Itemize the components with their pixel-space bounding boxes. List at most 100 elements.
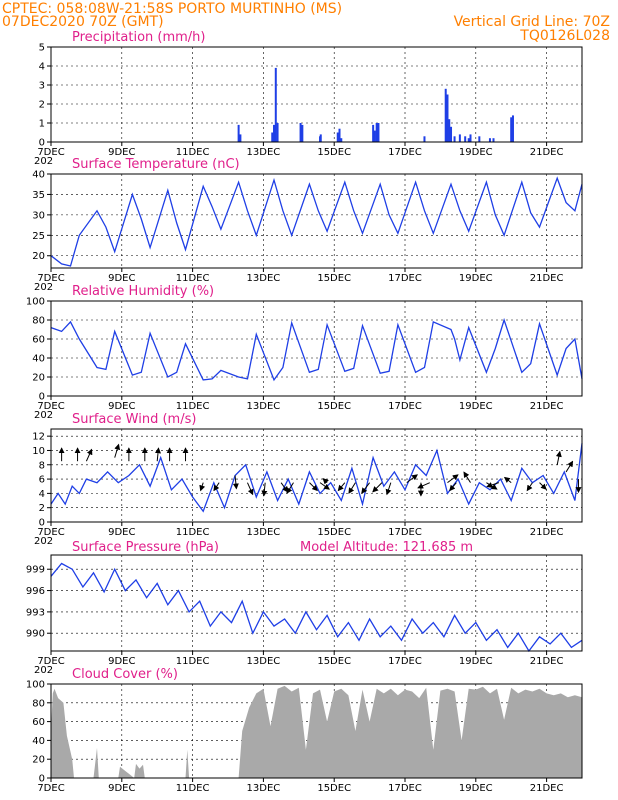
wind-arrow (247, 482, 254, 496)
precip-bar (511, 115, 514, 142)
precip-bar (271, 132, 274, 142)
x-tick-label: 17DEC (388, 147, 422, 158)
y-tick-label: 30 (32, 210, 45, 221)
x-tick-label: 13DEC (247, 527, 281, 538)
x-tick-label: 19DEC (459, 656, 493, 667)
y-tick-label: 40 (32, 170, 45, 181)
y-tick-label: 40 (32, 354, 45, 365)
y-tick-label: 6 (39, 475, 45, 486)
wind-arrow (449, 482, 457, 492)
wind-arrow (319, 482, 330, 490)
x-tick-label: 21DEC (530, 273, 564, 284)
precip-bar (444, 88, 447, 142)
precipitation-title: Precipitation (mm/h) (72, 30, 205, 45)
panel-wind: Surface Wind (m/s) 0 2 4 6 8 10 12 7DEC 9DEC 11DEC… (32, 412, 583, 547)
y-tick-label: 100 (26, 297, 45, 308)
x-tick-label: 19DEC (459, 783, 493, 794)
x-tick-label: 9DEC (108, 273, 135, 284)
x-year-label: 202 (34, 410, 53, 421)
wind-arrow (213, 482, 220, 492)
x-tick-label: 19DEC (459, 527, 493, 538)
x-tick-label: 19DEC (459, 401, 493, 412)
wind-arrow (565, 460, 574, 473)
x-tick-label: 13DEC (247, 783, 281, 794)
x-tick-label: 15DEC (317, 401, 351, 412)
precip-bar (338, 128, 341, 142)
pressure-title: Surface Pressure (hPa) (72, 540, 219, 555)
y-tick-label: 80 (32, 698, 45, 709)
wind-arrow (406, 474, 418, 484)
y-tick-label: 40 (32, 736, 45, 747)
x-tick-label: 11DEC (176, 527, 210, 538)
precip-bar (453, 136, 456, 142)
wind-arrow (155, 447, 161, 462)
x-year-label: 202 (34, 536, 53, 547)
wind-arrow (447, 474, 459, 484)
x-tick-label: 9DEC (108, 401, 135, 412)
x-tick-label: 9DEC (108, 783, 135, 794)
precip-bar (274, 67, 277, 142)
precip-bar (423, 136, 426, 142)
header-datetime: 07DEC2020 70Z (GMT) (2, 14, 164, 30)
cloud-cover-area (51, 685, 582, 778)
x-tick-label: 11DEC (176, 783, 210, 794)
y-tick-label: 20 (32, 755, 45, 766)
x-tick-label: 17DEC (388, 656, 422, 667)
y-tick-label: 35 (32, 190, 45, 201)
precip-bar (492, 138, 495, 142)
wind-arrow (463, 471, 471, 483)
y-tick-label: 60 (32, 335, 45, 346)
cloud-cover-title: Cloud Cover (%) (72, 667, 178, 682)
y-tick-label: 990 (26, 629, 45, 640)
precip-bar (377, 123, 380, 142)
panel-temperature: Surface Temperature (nC) 20 25 30 35 40 7DEC 9D… (32, 157, 583, 293)
precip-bar (336, 132, 339, 142)
y-tick-label: 60 (32, 717, 45, 728)
precip-bar (488, 138, 491, 142)
wind-arrow (417, 482, 430, 489)
precip-bar (373, 130, 376, 142)
wind-title: Surface Wind (m/s) (72, 412, 196, 427)
precip-bar (448, 119, 451, 142)
precip-bar (340, 138, 343, 142)
plot-frame (50, 46, 583, 143)
wind-arrow (286, 482, 294, 494)
y-tick-label: 25 (32, 231, 45, 242)
x-year-label: 202 (34, 665, 53, 676)
humidity-line (50, 317, 583, 382)
y-tick-label: 3 (39, 81, 45, 92)
precip-bar (464, 136, 467, 142)
x-tick-label: 9DEC (108, 147, 135, 158)
wind-line (50, 443, 583, 513)
wind-arrow (372, 482, 383, 493)
panel-humidity: Relative Humidity (%) 0 20 40 60 80 100 7DEC 9DE… (26, 284, 583, 421)
y-tick-label: 2 (39, 503, 45, 514)
x-tick-label: 17DEC (388, 273, 422, 284)
pressure-line (50, 562, 583, 653)
y-tick-label: 5 (39, 43, 45, 54)
wind-arrow (539, 482, 547, 490)
x-tick-label: 21DEC (530, 527, 564, 538)
x-tick-label: 17DEC (388, 783, 422, 794)
y-tick-label: 996 (26, 586, 45, 597)
precip-bar (446, 94, 449, 142)
precip-bar (478, 136, 481, 142)
x-year-label: 202 (34, 282, 53, 293)
x-tick-label: 7DEC (37, 527, 64, 538)
x-tick-label: 13DEC (247, 401, 281, 412)
wind-arrow (361, 482, 371, 494)
x-tick-label: 17DEC (388, 527, 422, 538)
x-tick-label: 7DEC (37, 147, 64, 158)
x-tick-label: 19DEC (459, 147, 493, 158)
precip-bar (375, 123, 378, 142)
model-altitude-label: Model Altitude: 121.685 m (300, 540, 473, 555)
y-tick-label: 4 (39, 489, 45, 500)
precip-bar (301, 124, 304, 142)
precip-bar (450, 126, 453, 142)
precip-bar (510, 117, 513, 142)
y-tick-label: 10 (32, 446, 45, 457)
x-tick-label: 19DEC (459, 273, 493, 284)
y-tick-label: 1 (39, 119, 45, 130)
